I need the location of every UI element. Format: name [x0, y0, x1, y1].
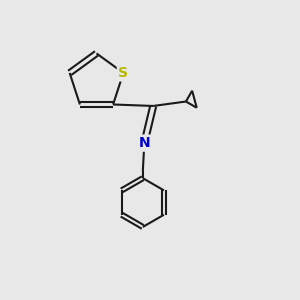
Text: S: S	[118, 66, 128, 80]
Text: N: N	[139, 136, 150, 150]
